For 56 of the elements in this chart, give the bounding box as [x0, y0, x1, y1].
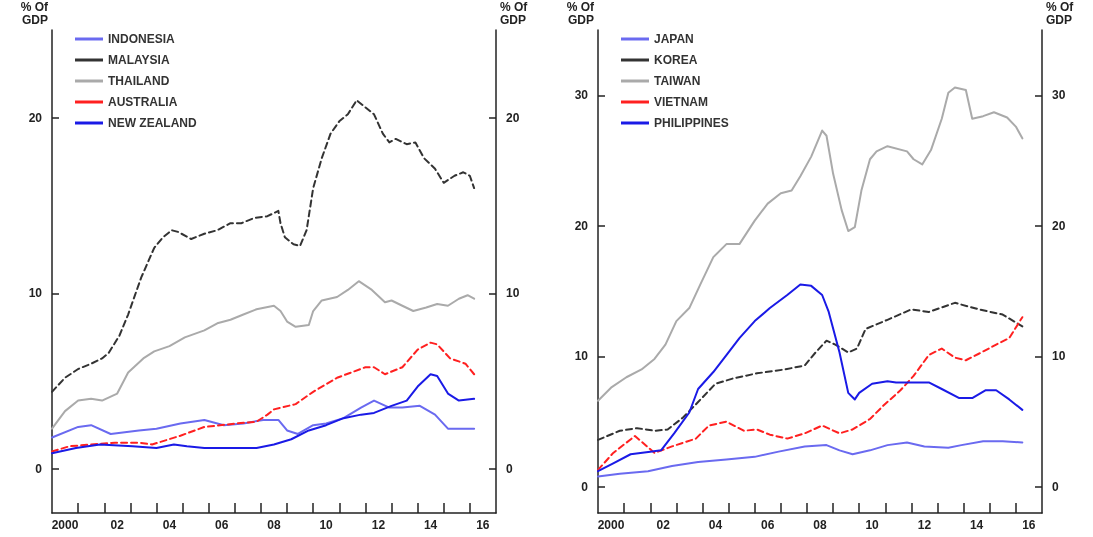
x-tick-label: 10: [865, 518, 880, 532]
x-tick-label: 14: [423, 518, 438, 532]
y2-axis-title: % Of GDP: [1046, 0, 1075, 27]
line-series: [51, 341, 476, 453]
x-tick-label: 12: [917, 518, 932, 532]
legend-label: NEW ZEALAND: [108, 116, 197, 130]
y-tick-label: 10: [574, 349, 589, 364]
line-series: [597, 283, 1024, 473]
x-tick-label: 14: [969, 518, 984, 532]
x-tick-label: 16: [1022, 518, 1036, 532]
line-series: [51, 99, 476, 393]
y2-tick-label: 10: [506, 286, 520, 301]
legend-label: THAILAND: [108, 74, 170, 88]
y2-tick-label: 0: [1052, 479, 1059, 494]
y-tick-label: 20: [28, 110, 43, 125]
x-tick-label: 06: [214, 518, 229, 532]
line-series: [51, 280, 476, 430]
x-tick-label: 04: [708, 518, 723, 532]
line-series: [597, 86, 1024, 402]
line-series: [597, 316, 1024, 471]
y2-tick-label: 20: [506, 110, 520, 125]
x-tick-label: 06: [760, 518, 775, 532]
legend-label: PHILIPPINES: [654, 116, 729, 130]
y2-tick-label: 10: [1052, 349, 1066, 364]
y-axis-title: % Of GDP: [20, 0, 49, 27]
legend-label: INDONESIA: [108, 32, 176, 46]
legend-label: TAIWAN: [654, 74, 701, 88]
x-tick-label: 2000: [51, 518, 79, 532]
line-series: [51, 373, 476, 455]
x-tick-label: 08: [813, 518, 827, 532]
x-tick-label: 10: [319, 518, 334, 532]
legend-label: MALAYSIA: [108, 53, 170, 67]
y-tick-label: 0: [35, 462, 43, 477]
x-tick-label: 08: [267, 518, 281, 532]
y-tick-label: 0: [581, 479, 589, 494]
y2-tick-label: 20: [1052, 218, 1066, 233]
x-tick-label: 2000: [597, 518, 625, 532]
legend-label: JAPAN: [654, 32, 694, 46]
y-axis-title: % Of GDP: [566, 0, 595, 27]
y-tick-label: 20: [574, 218, 589, 233]
legend-label: AUSTRALIA: [108, 95, 178, 109]
x-tick-label: 02: [110, 518, 125, 532]
y2-tick-label: 30: [1052, 88, 1066, 103]
line-series: [597, 440, 1024, 478]
y-tick-label: 30: [574, 88, 589, 103]
y2-tick-label: 0: [506, 462, 513, 477]
line-series: [597, 301, 1024, 441]
legend-label: KOREA: [654, 53, 698, 67]
x-tick-label: 02: [656, 518, 671, 532]
x-tick-label: 04: [162, 518, 177, 532]
y-tick-label: 10: [28, 286, 43, 301]
legend-label: VIETNAM: [654, 95, 708, 109]
line-series: [51, 399, 476, 439]
x-tick-label: 12: [371, 518, 386, 532]
x-tick-label: 16: [476, 518, 490, 532]
y2-axis-title: % Of GDP: [500, 0, 529, 27]
